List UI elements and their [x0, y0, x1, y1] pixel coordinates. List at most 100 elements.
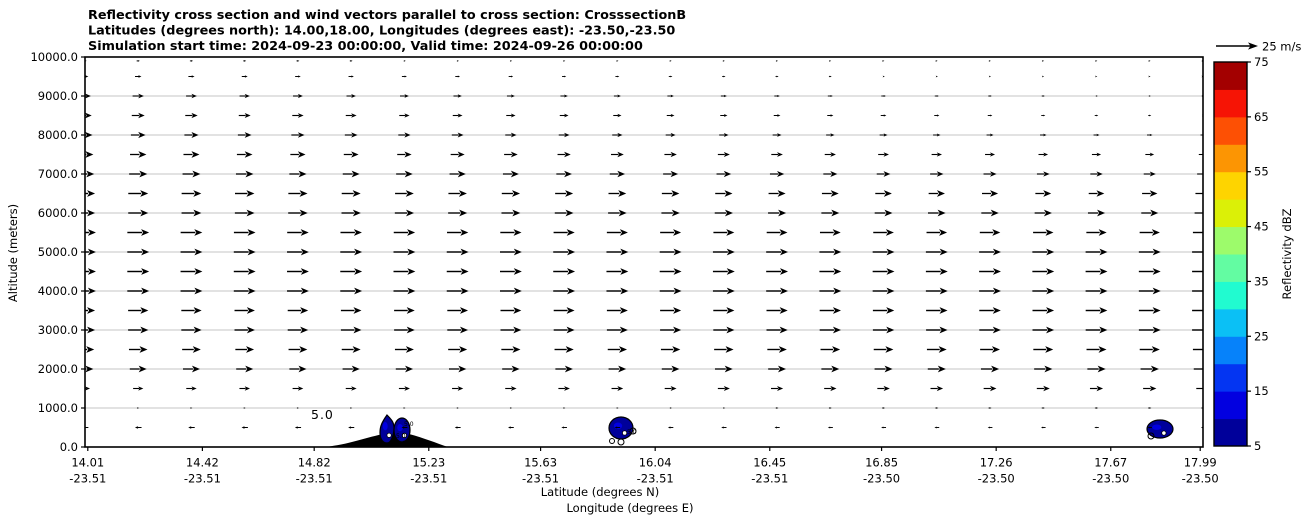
wind-vector-arrowhead: [85, 365, 94, 373]
colorbar-label: Reflectivity dBZ: [1280, 208, 1294, 299]
wind-vector-arrowhead: [243, 407, 246, 409]
wind-vector-arrowhead: [247, 248, 256, 256]
wind-vector-arrowhead: [457, 170, 466, 178]
wind-vector-arrowhead: [87, 307, 96, 314]
reflectivity-cell-core: [382, 422, 388, 431]
y-axis: 0.0 1000.0 2000.0 3000.0 4000.0 5000.0 6000.0 7…: [30, 50, 85, 454]
x-tick-label-lat: 16.45: [753, 456, 786, 470]
wind-vector-arrowhead: [1149, 385, 1157, 392]
wind-vector-arrowhead: [297, 93, 303, 99]
y-tick-label: 2000.0: [38, 362, 78, 376]
wind-vector-arrowhead: [352, 346, 361, 353]
wind-vector-arrowhead: [244, 93, 250, 99]
wind-vector-arrowhead: [1099, 287, 1108, 295]
wind-vector-arrowhead: [139, 346, 148, 353]
wind-vector-arrowhead: [406, 326, 415, 334]
wind-vector-arrowhead: [620, 248, 629, 256]
x-tick-label-lat: 15.63: [524, 456, 557, 470]
wind-vector-arrowhead: [670, 75, 673, 78]
wind-vector-arrowhead: [989, 407, 992, 409]
wind-vector-arrowhead: [141, 287, 150, 295]
wind-vector-arrowhead: [935, 75, 938, 78]
wind-vector-arrowhead: [1149, 152, 1155, 157]
wind-vector-arrowhead: [139, 170, 148, 178]
colorbar: 5 15 25 35 45 55 65 75: [1214, 55, 1269, 453]
wind-vector-arrowhead: [1149, 133, 1153, 137]
wind-vector-arrowhead: [780, 268, 789, 275]
wind-vector-arrowhead: [140, 209, 149, 217]
wind-vector-row: [85, 248, 1214, 256]
wind-vector-arrowhead: [566, 307, 575, 314]
wind-vector-arrowhead: [87, 248, 96, 256]
wind-vector-arrowhead: [829, 75, 832, 78]
wind-vector-arrowhead: [671, 209, 680, 217]
wind-vector-arrowhead: [669, 59, 672, 62]
quiver-key-arrow-icon: [1216, 42, 1258, 50]
wind-vector-arrowhead: [726, 229, 735, 236]
wind-vector-arrowhead: [87, 209, 96, 217]
wind-vector-arrowhead: [87, 229, 96, 236]
wind-vector-arrowhead: [247, 268, 256, 275]
wind-vector-arrowhead: [883, 171, 891, 177]
wind-vector-arrowhead: [1152, 326, 1161, 334]
wind-vector-arrowhead: [670, 94, 674, 98]
wind-vector-row: [85, 346, 1203, 353]
wind-vector-arrowhead: [404, 386, 410, 391]
wind-vector-arrowhead: [404, 113, 410, 118]
wind-vector-arrowhead: [722, 407, 726, 409]
reflectivity-cell-hole: [1161, 430, 1167, 436]
wind-vector-arrowhead: [1041, 426, 1044, 429]
wind-vector-arrowhead: [831, 209, 840, 217]
colorbar-frame: [1213, 61, 1248, 447]
x-tick-label-lon: -23.50: [978, 472, 1015, 486]
wind-vector-arrowhead: [618, 365, 627, 373]
x-tick-label-lat: 14.01: [71, 456, 104, 470]
wind-vector-arrowhead: [1205, 229, 1213, 236]
wind-vector-arrowhead: [1151, 346, 1160, 353]
wind-vector-arrowhead: [509, 407, 513, 409]
wind-vector-arrowhead: [138, 151, 147, 158]
wind-vector-arrowhead: [779, 307, 788, 314]
wind-vector-arrowhead: [457, 113, 463, 118]
wind-vector-row: [85, 268, 1203, 275]
y-axis-label: Altitude (meters): [6, 204, 20, 302]
wind-vector-arrowhead: [1096, 114, 1099, 117]
wind-vector-arrowhead: [85, 151, 94, 158]
wind-vector-arrowhead: [832, 326, 841, 334]
wind-vector-arrowhead: [778, 365, 787, 373]
wind-vector-arrowhead: [619, 307, 628, 314]
wind-vector-arrowhead: [1206, 249, 1214, 256]
wind-vector-arrowhead: [723, 170, 732, 178]
wind-vector-arrowhead: [1095, 407, 1099, 409]
wind-vector-arrowhead: [1099, 307, 1108, 314]
wind-vector-row: [85, 407, 1203, 409]
wind-vector-arrowhead: [884, 365, 893, 373]
x-tick-label-lat: 17.99: [1184, 456, 1217, 470]
wind-vector-arrowhead: [405, 190, 414, 197]
wind-vector-arrowhead: [353, 326, 362, 334]
wind-vector-arrowhead: [881, 426, 884, 429]
wind-vector-arrowhead: [1147, 426, 1150, 429]
colorbar-tick-label: 65: [1254, 110, 1269, 124]
wind-vector-arrowhead: [460, 287, 469, 295]
wind-vector-arrowhead: [510, 113, 516, 118]
y-tick-label: 8000.0: [38, 128, 78, 142]
wind-vector-arrowhead: [726, 326, 735, 334]
wind-vector-arrowhead: [407, 248, 416, 256]
wind-vector-arrowhead: [247, 287, 256, 295]
wind-vector-arrowhead: [246, 326, 255, 334]
wind-vector-arrowhead: [882, 59, 885, 62]
wind-vector-arrowhead: [775, 59, 778, 62]
wind-vector-arrowhead: [726, 287, 735, 295]
wind-vector-arrowhead: [299, 346, 308, 353]
wind-vector-arrowhead: [723, 75, 726, 78]
wind-vector-arrowhead: [1097, 209, 1106, 217]
wind-vector-arrowhead: [405, 346, 414, 353]
wind-vector-arrowhead: [1046, 248, 1055, 256]
wind-vector-arrowhead: [620, 268, 629, 275]
wind-vector-arrowhead: [829, 407, 832, 409]
wind-vector-arrowhead: [510, 386, 517, 391]
wind-vector-arrowhead: [833, 248, 842, 256]
wind-vector-arrowhead: [352, 209, 361, 217]
